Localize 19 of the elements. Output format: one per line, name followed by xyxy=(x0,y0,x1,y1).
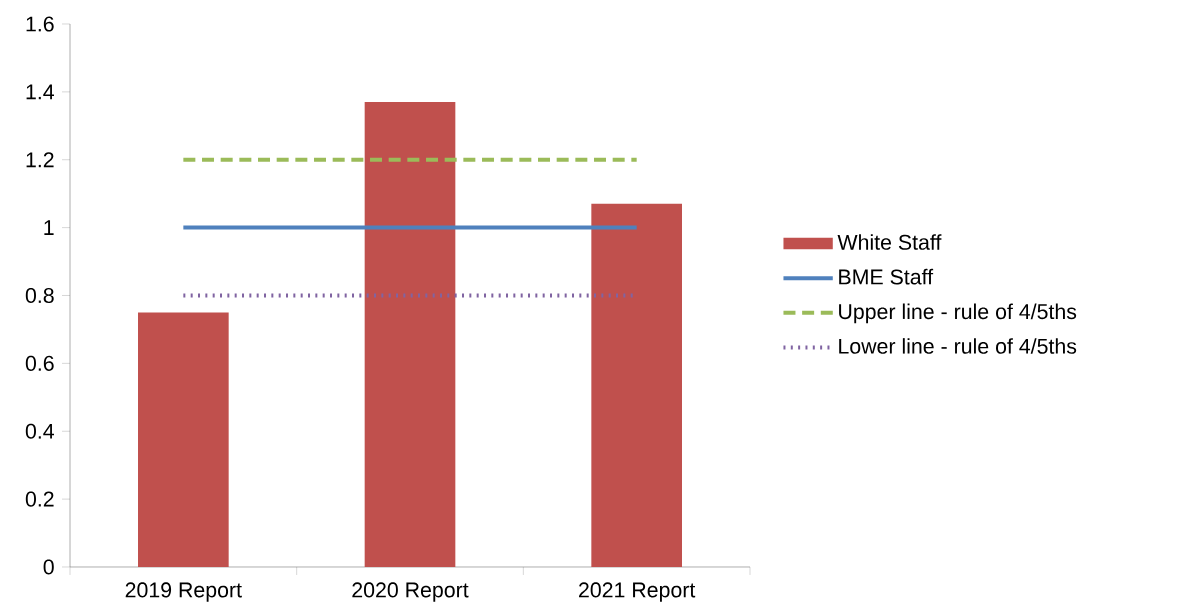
bar xyxy=(138,312,229,567)
y-tick-label: 0.4 xyxy=(25,423,54,439)
y-tick-label: 0 xyxy=(43,559,54,575)
x-tick-label: 2020 Report xyxy=(352,582,469,602)
legend-label: Upper line - rule of 4/5ths xyxy=(839,303,1077,324)
legend-label: White Staff xyxy=(837,234,942,250)
y-tick-label: 1.2 xyxy=(26,152,54,168)
y-tick-label: 0.8 xyxy=(25,287,54,304)
y-tick-label: 1.6 xyxy=(26,16,54,32)
x-tick-label: 2021 Report xyxy=(579,582,696,602)
y-tick-label: 0.6 xyxy=(25,355,54,371)
bar xyxy=(591,203,682,567)
y-tick-label: 0.2 xyxy=(25,491,54,507)
bar xyxy=(364,102,456,567)
y-tick-label: 1 xyxy=(44,220,54,235)
legend-label: Lower line - rule of 4/5ths xyxy=(839,338,1077,354)
legend-label: BME Staff xyxy=(839,268,934,285)
y-tick-label: 1.4 xyxy=(26,84,54,100)
x-tick-label: 2019 Report xyxy=(125,582,242,602)
